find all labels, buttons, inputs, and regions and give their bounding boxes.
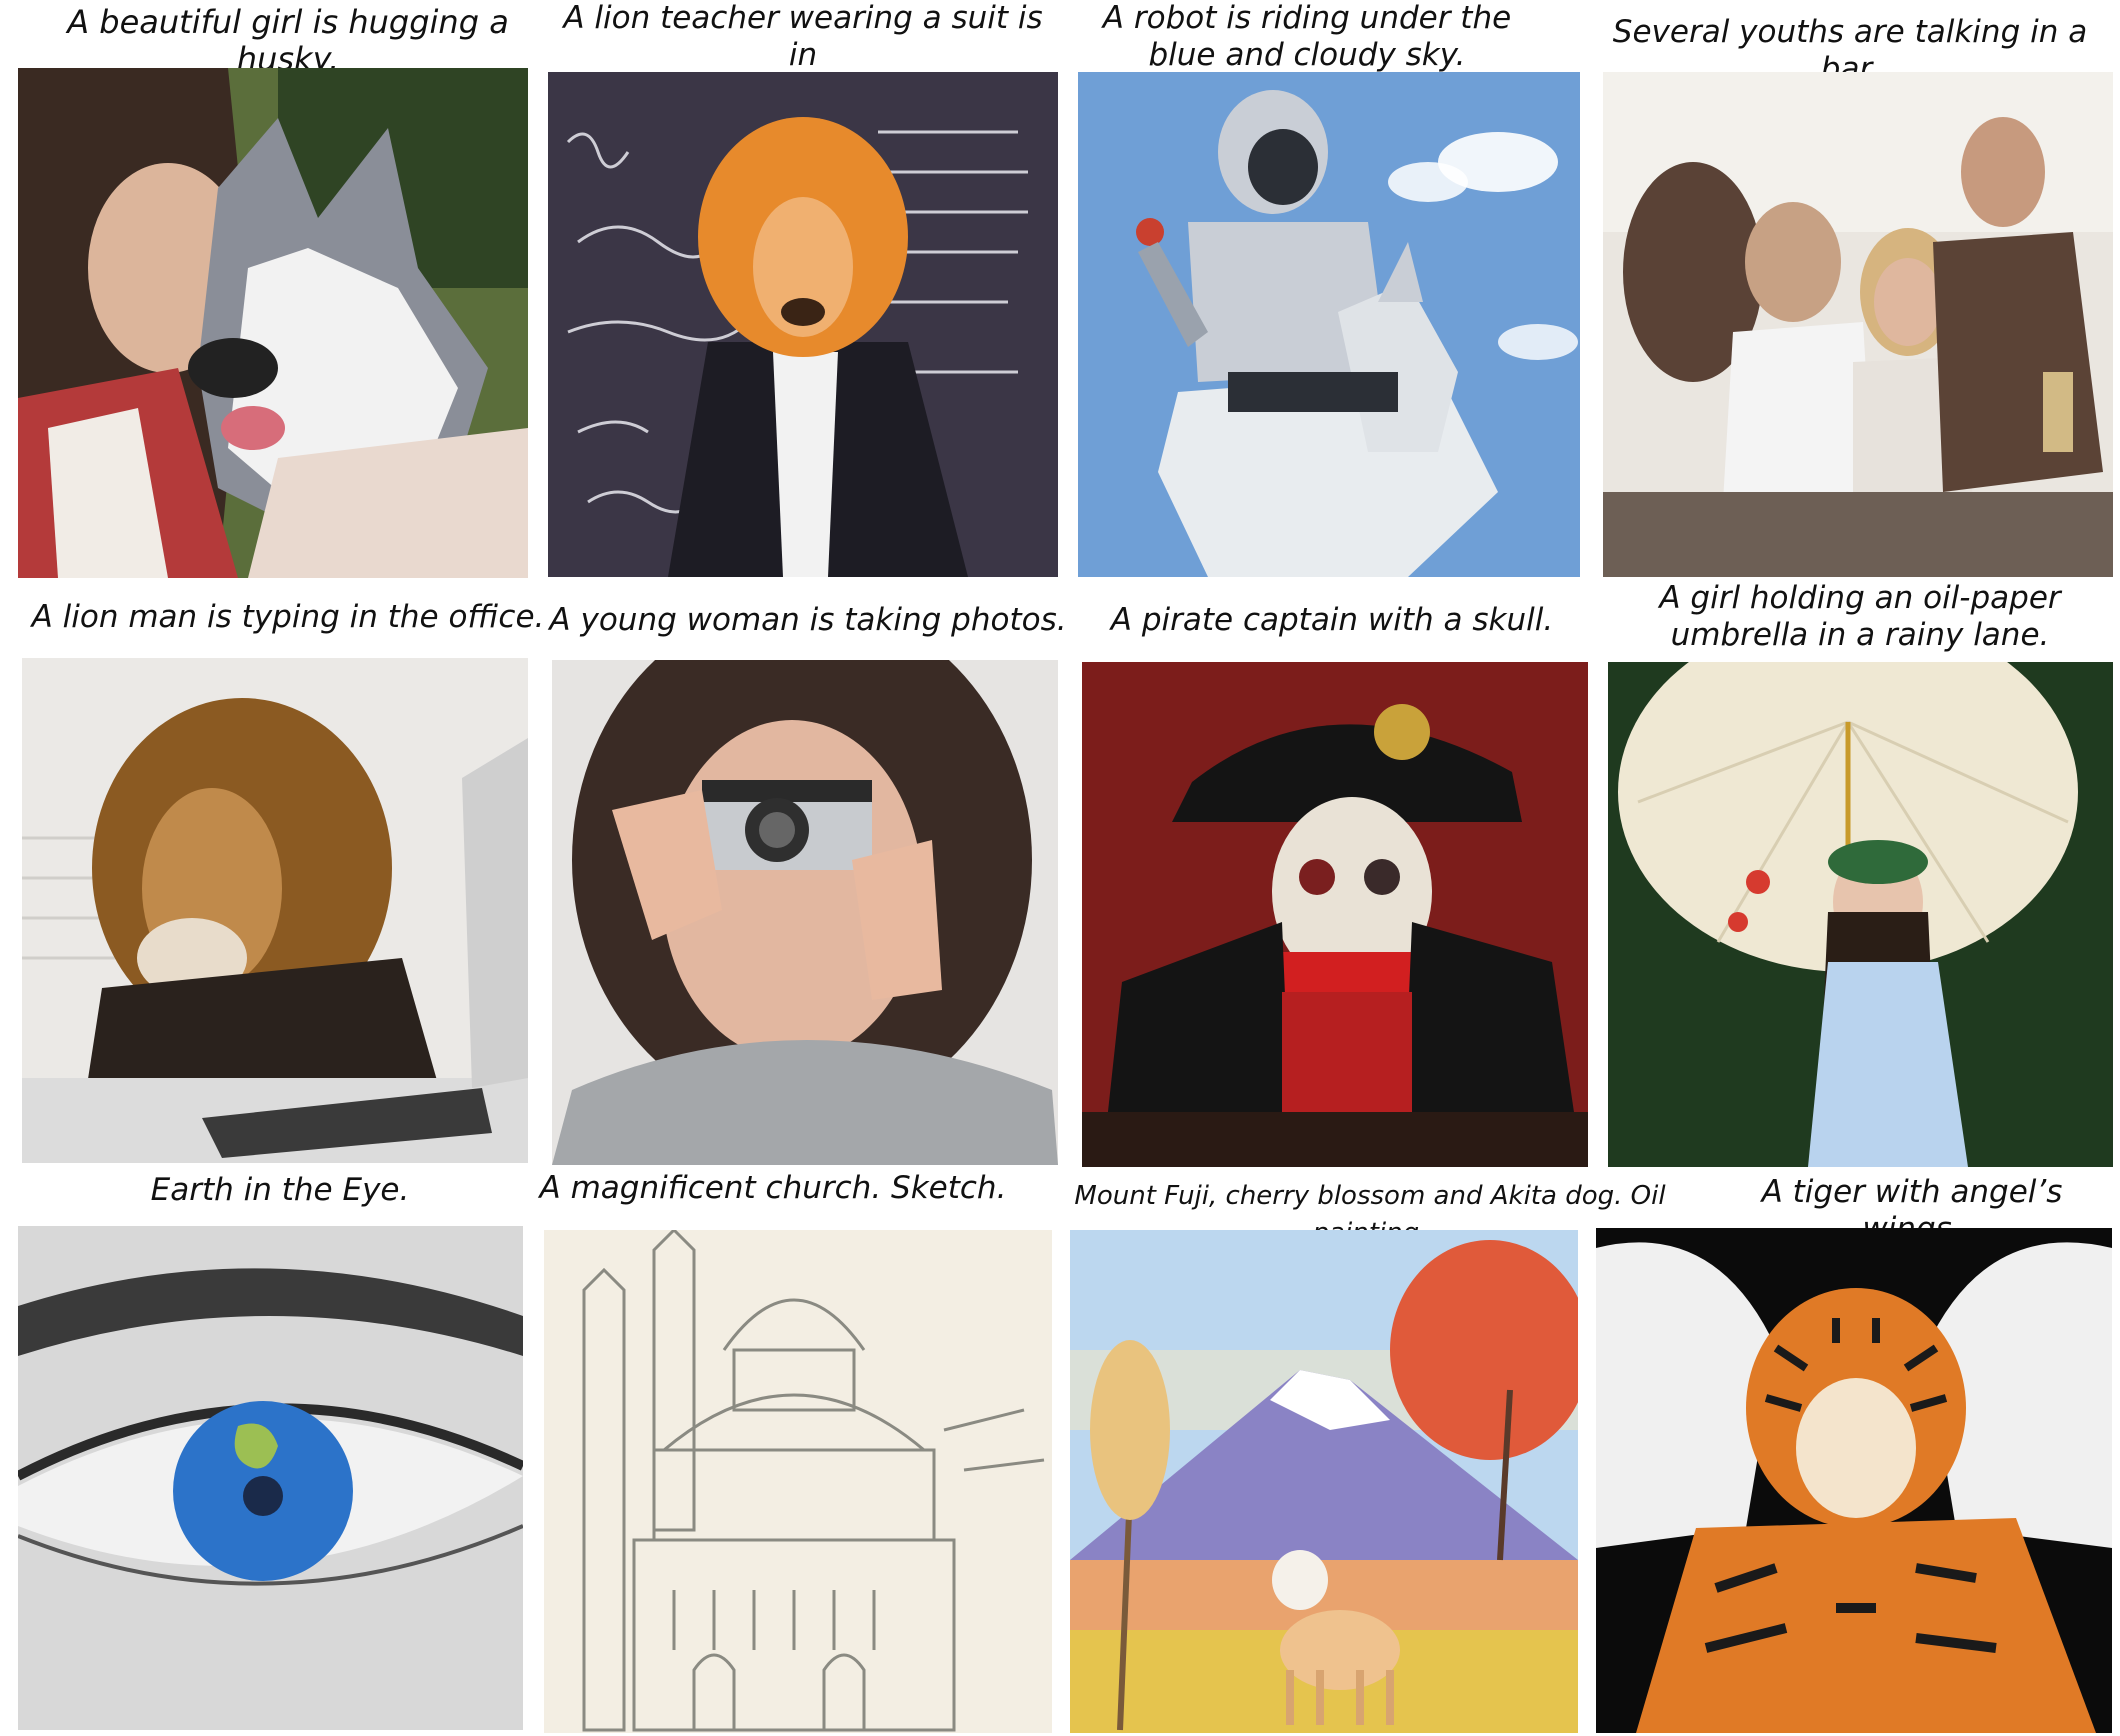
caption-robot-riding: A robot is riding under the blue and clo…: [1102, 0, 1512, 73]
image-girl-hugging-husky: [18, 68, 528, 578]
image-youths-in-bar: [1603, 72, 2113, 577]
caption-lion-typing: A lion man is typing in the office.: [31, 599, 545, 635]
caption-woman-photos: A young woman is taking photos.: [549, 602, 1067, 638]
image-pirate-captain-skull: [1082, 662, 1588, 1167]
image-woman-taking-photo: [552, 660, 1058, 1165]
caption-girl-umbrella: A girl holding an oil-paper umbrella in …: [1659, 580, 2061, 653]
image-earth-in-eye: [18, 1226, 523, 1730]
caption-earth-eye: Earth in the Eye.: [150, 1172, 410, 1208]
image-robot-riding-horse: [1078, 72, 1580, 577]
caption-pirate-skull: A pirate captain with a skull.: [1110, 602, 1554, 638]
image-tiger-angel-wings: [1596, 1228, 2112, 1733]
caption-church-sketch: A magnificent church. Sketch.: [539, 1170, 1007, 1206]
image-lion-teacher-blackboard: [548, 72, 1058, 577]
image-lion-man-typing: [22, 658, 528, 1163]
image-girl-oil-paper-umbrella: [1608, 662, 2113, 1167]
image-fuji-akita-oil-painting: [1070, 1230, 1578, 1733]
caption-girl-husky: A beautiful girl is hugging a husky.: [67, 3, 509, 78]
image-church-sketch: [544, 1230, 1052, 1733]
